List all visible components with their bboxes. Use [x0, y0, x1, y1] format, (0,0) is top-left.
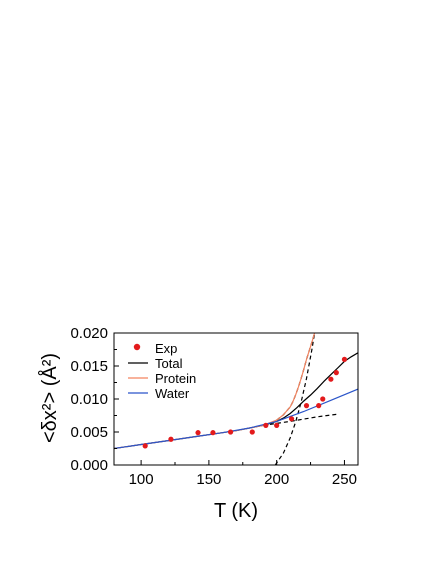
x-tick-label: 150 — [196, 471, 221, 488]
exp-data-point — [341, 356, 348, 362]
legend-label-total: Total — [155, 356, 183, 371]
dashed-fit-line-4 — [263, 413, 338, 426]
plot-marks — [114, 333, 358, 465]
exp-data-point — [195, 430, 201, 436]
x-axis-label: T (K) — [214, 500, 258, 522]
y-tick-label: 0.020 — [70, 325, 108, 342]
exp-data-point — [288, 416, 295, 422]
legend-label-exp: Exp — [155, 341, 177, 356]
x-tick-label: 250 — [332, 471, 357, 488]
x-tick-label: 100 — [129, 471, 154, 488]
series-lines — [114, 333, 358, 465]
exp-data-point — [142, 443, 148, 449]
legend-marker-exp — [133, 343, 141, 351]
exp-data-point — [210, 430, 216, 436]
exp-data-point — [303, 403, 310, 409]
dashed-fit-line-5 — [274, 333, 316, 465]
exp-data-point — [274, 422, 280, 428]
legend-label-protein: Protein — [155, 371, 196, 386]
dashed-fit-line-6 — [276, 333, 316, 421]
exp-data-point — [320, 396, 326, 402]
y-tick-label: 0.015 — [70, 358, 108, 375]
axes: 100 150 200 250 0.000 0.005 0.010 0.015 0.020 — [70, 325, 359, 488]
exp-data-point — [316, 403, 322, 409]
y-tick-label: 0.000 — [70, 457, 108, 474]
exp-data-point — [328, 376, 334, 382]
legend-label-water: Water — [155, 386, 190, 401]
exp-data-point — [263, 422, 269, 428]
x-tick-label: 200 — [264, 471, 289, 488]
exp-data-point — [227, 429, 234, 435]
exp-data-point — [333, 370, 339, 376]
y-axis-label: <δx²> (Å²) — [38, 353, 61, 443]
y-tick-label: 0.005 — [70, 424, 108, 441]
y-tick-label: 0.010 — [70, 391, 108, 408]
exp-data-point — [249, 429, 255, 435]
exp-data-point — [168, 436, 174, 442]
